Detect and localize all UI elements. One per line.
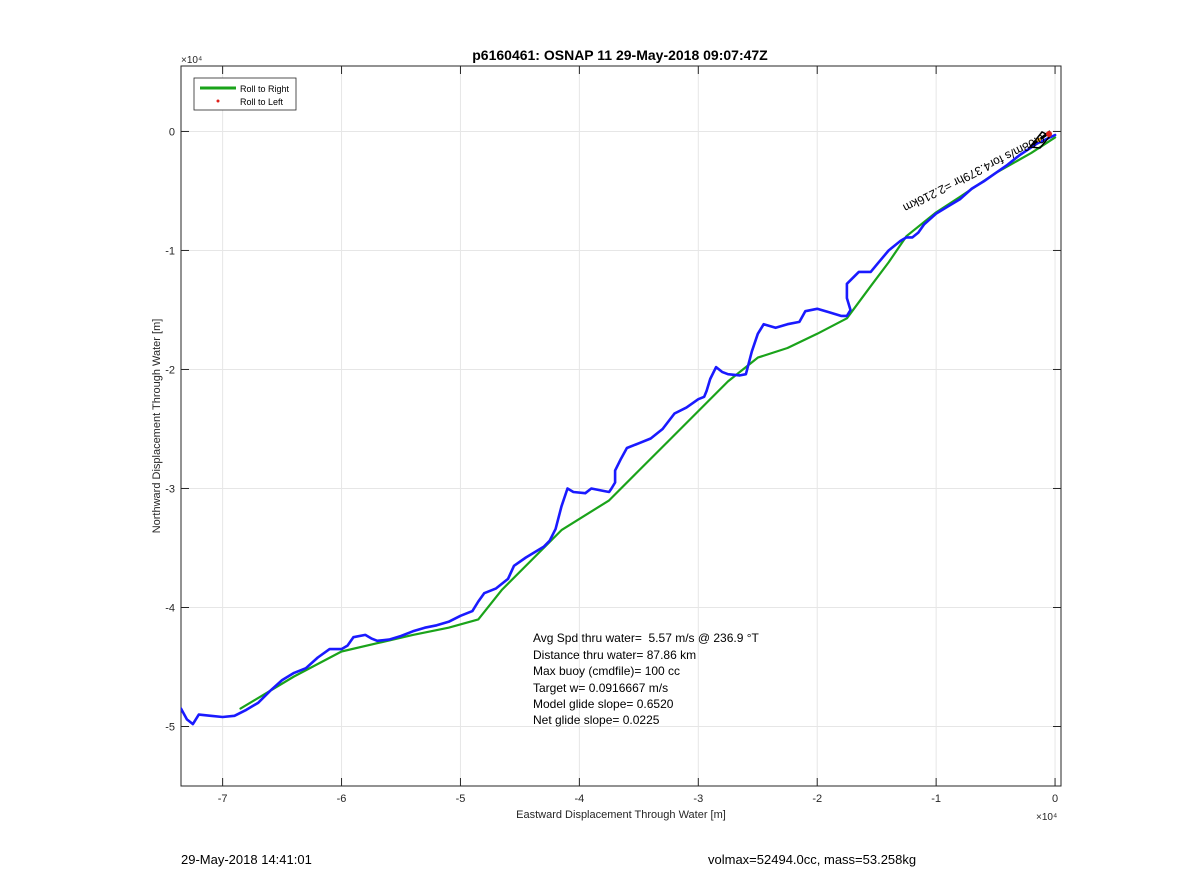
y-exponent-label: ×10⁴ — [181, 55, 202, 66]
x-tick-label: -5 — [456, 793, 466, 805]
glider-end-marker — [1028, 130, 1052, 149]
x-tick-label: -7 — [218, 793, 228, 805]
x-exponent-label: ×10⁴ — [1036, 812, 1057, 823]
y-axis: -5 -4 -3 -2 -1 0 — [165, 126, 1061, 733]
legend-box — [193, 77, 297, 111]
footer-vol-mass: volmax=52494.0cc, mass=53.258kg — [708, 852, 917, 867]
grid-lines — [181, 66, 1061, 786]
info-net-glide-slope: Net glide slope= 0.0225 — [533, 713, 660, 727]
y-tick-label: 0 — [169, 126, 175, 138]
plot-area — [180, 65, 1062, 787]
rotated-annotation: 0.08m/s for4.379hr =2.216km — [901, 131, 1047, 215]
legend-swatch-roll-left — [216, 99, 220, 103]
x-tick-label: -4 — [574, 793, 584, 805]
x-axis: -7 -6 -5 -4 -3 -2 -1 0 — [218, 66, 1058, 805]
info-text-block: Avg Spd thru water= 5.57 m/s @ 236.9 °T … — [533, 631, 760, 727]
x-tick-label: -1 — [931, 793, 941, 805]
series-line-track — [181, 133, 1057, 726]
y-tick-label: -2 — [165, 364, 175, 376]
x-tick-label: -3 — [693, 793, 703, 805]
x-tick-label: -6 — [337, 793, 347, 805]
legend: Roll to Right Roll to Left — [193, 77, 297, 111]
legend-label-roll-right: Roll to Right — [240, 84, 290, 94]
legend-label-roll-left: Roll to Left — [240, 97, 284, 107]
x-axis-label: Eastward Displacement Through Water [m] — [516, 809, 726, 821]
series-lines — [181, 133, 1057, 726]
info-avg-speed: Avg Spd thru water= 5.57 m/s @ 236.9 °T — [533, 631, 760, 645]
info-distance: Distance thru water= 87.86 km — [533, 648, 696, 662]
y-axis-label: Northward Displacement Through Water [m] — [151, 319, 163, 534]
info-model-glide-slope: Model glide slope= 0.6520 — [533, 697, 674, 711]
series-line-roll-right — [239, 136, 1057, 710]
info-target-w: Target w= 0.0916667 m/s — [533, 681, 668, 695]
y-tick-label: -1 — [165, 245, 175, 257]
x-tick-label: -2 — [812, 793, 822, 805]
y-tick-label: -5 — [165, 721, 175, 733]
info-max-buoy: Max buoy (cmdfile)= 100 cc — [533, 664, 680, 678]
y-tick-label: -3 — [165, 483, 175, 495]
x-tick-label: 0 — [1052, 793, 1058, 805]
chart-title: p6160461: OSNAP 11 29-May-2018 09:07:47Z — [472, 47, 768, 63]
y-tick-label: -4 — [165, 602, 175, 614]
footer-timestamp: 29-May-2018 14:41:01 — [181, 852, 312, 867]
